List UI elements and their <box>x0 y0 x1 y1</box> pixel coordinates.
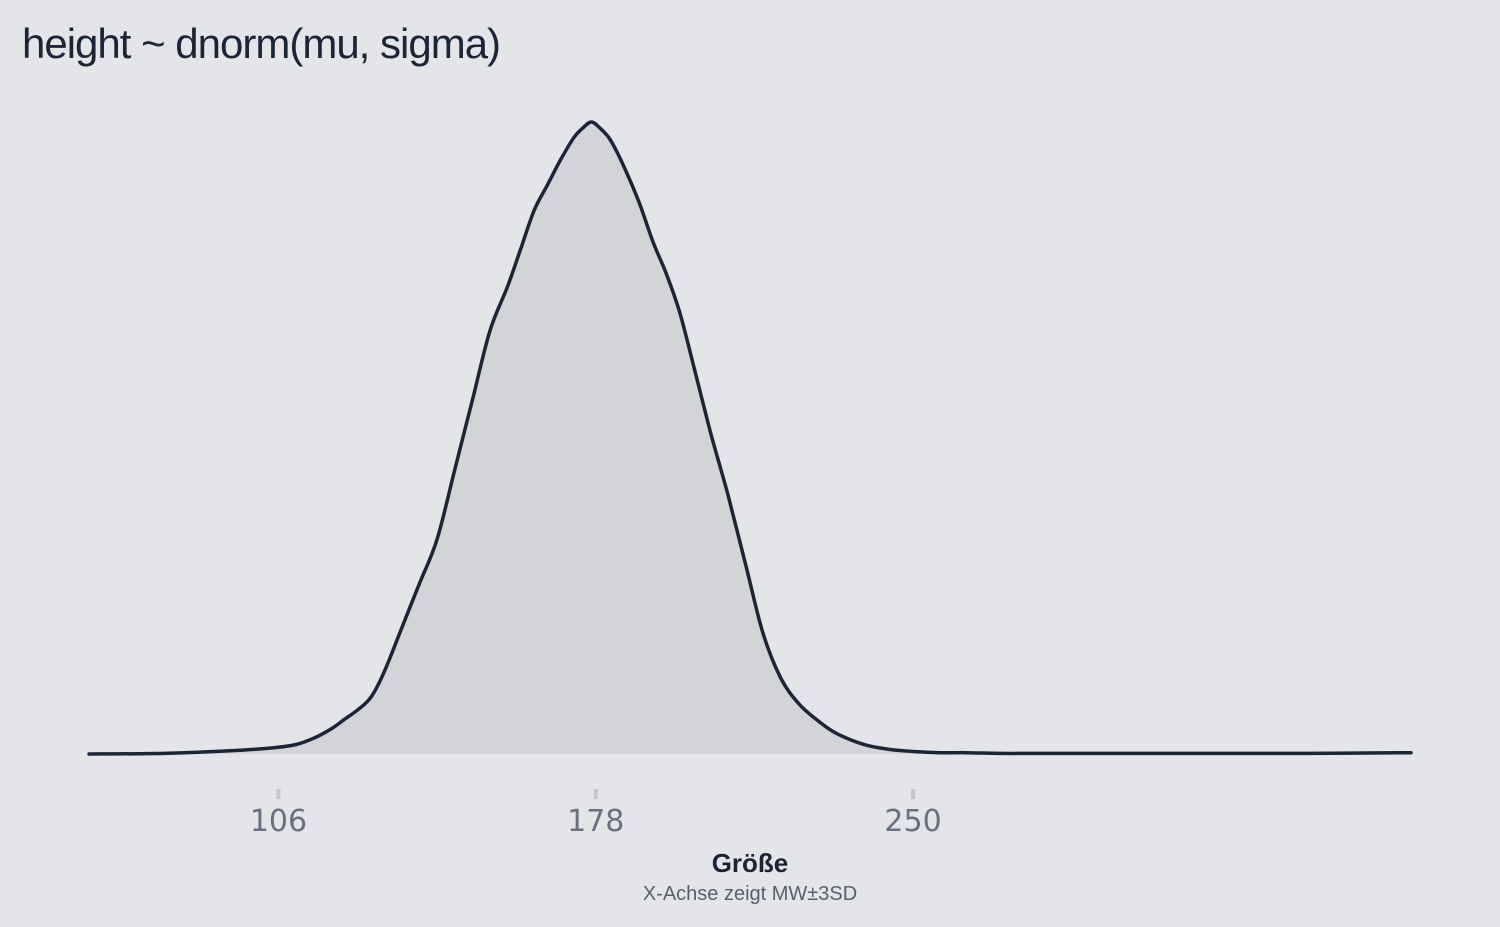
x-tick-label: 106 <box>250 804 307 839</box>
density-curve <box>87 120 1413 756</box>
density-area-fill <box>89 122 1411 754</box>
x-axis-subtitle: X-Achse zeigt MW±3SD <box>643 883 857 905</box>
plot-area <box>87 120 1413 756</box>
chart-title: height ~ dnorm(mu, sigma) <box>22 20 500 67</box>
x-axis: 106 178 250 <box>250 789 942 839</box>
x-axis-title: Größe <box>712 848 789 878</box>
x-tick-label: 178 <box>567 804 624 839</box>
x-tick-label: 250 <box>884 804 941 839</box>
